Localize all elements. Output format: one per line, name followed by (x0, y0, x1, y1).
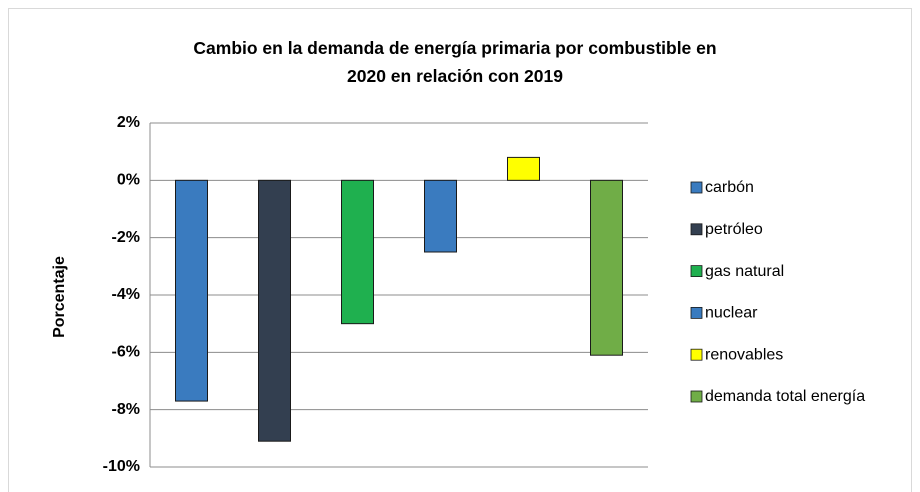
legend-label: petróleo (705, 221, 763, 238)
legend-swatch (690, 223, 703, 236)
legend-label: renovables (705, 346, 783, 363)
y-tick-label: -4% (112, 286, 140, 303)
bar (258, 179, 291, 442)
legend-swatch (690, 181, 703, 194)
legend-swatch (690, 348, 703, 361)
legend-label: carbón (705, 179, 754, 196)
y-tick-label: 0% (117, 172, 140, 189)
y-tick-label: -10% (103, 458, 140, 475)
bar (507, 156, 540, 181)
bar (424, 179, 457, 253)
y-tick-label: -8% (112, 401, 140, 418)
legend-swatch (690, 306, 703, 319)
legend-label: nuclear (705, 305, 758, 322)
legend-swatch (690, 390, 703, 403)
bar (175, 179, 208, 402)
y-tick-label: -6% (112, 344, 140, 361)
chart-border (8, 8, 912, 492)
y-axis-label: Porcentaje (51, 256, 68, 338)
chart-title: Cambio en la demanda de energía primaria… (193, 38, 717, 86)
bar (341, 179, 374, 325)
legend-label: gas natural (705, 263, 784, 280)
y-tick-label: 2% (117, 114, 140, 131)
legend-label: demanda total energía (705, 388, 865, 405)
legend-swatch (690, 265, 703, 278)
y-tick-label: -2% (112, 229, 140, 246)
bar (590, 179, 623, 356)
